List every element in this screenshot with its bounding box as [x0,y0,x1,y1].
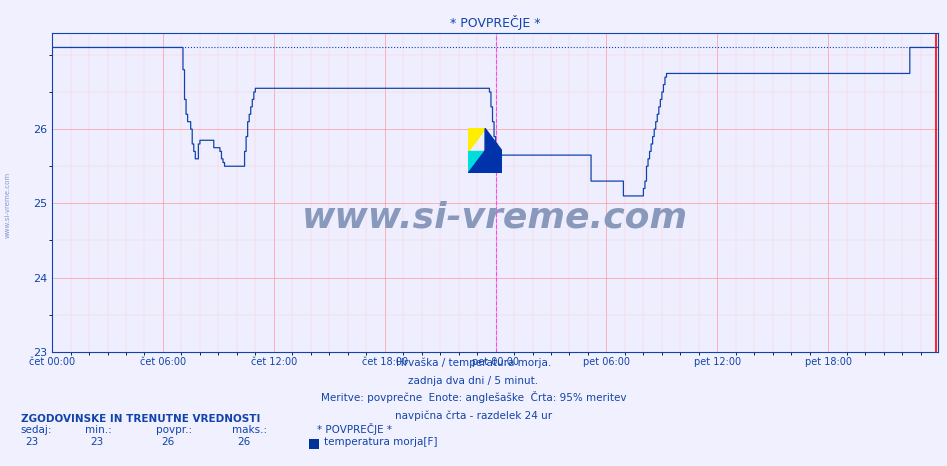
Polygon shape [468,151,485,173]
Text: 26: 26 [161,437,174,447]
Text: 23: 23 [26,437,39,447]
Text: min.:: min.: [85,425,112,435]
Text: www.si-vreme.com: www.si-vreme.com [5,172,10,238]
Text: * POVPREČJE *: * POVPREČJE * [317,424,392,435]
Text: 26: 26 [237,437,250,447]
Polygon shape [468,128,485,151]
Text: ZGODOVINSKE IN TRENUTNE VREDNOSTI: ZGODOVINSKE IN TRENUTNE VREDNOSTI [21,414,260,424]
Text: zadnja dva dni / 5 minut.: zadnja dva dni / 5 minut. [408,376,539,385]
Polygon shape [485,128,502,151]
Title: * POVPREČJE *: * POVPREČJE * [450,15,540,30]
Text: www.si-vreme.com: www.si-vreme.com [302,201,688,235]
Text: navpična črta - razdelek 24 ur: navpična črta - razdelek 24 ur [395,411,552,421]
Text: Meritve: povprečne  Enote: anglešaške  Črta: 95% meritev: Meritve: povprečne Enote: anglešaške Črt… [321,391,626,403]
Text: temperatura morja[F]: temperatura morja[F] [324,437,438,447]
Text: Hrvaška / temperatura morja.: Hrvaška / temperatura morja. [396,357,551,368]
Text: maks.:: maks.: [232,425,267,435]
Text: sedaj:: sedaj: [21,425,52,435]
Polygon shape [468,151,502,173]
Text: povpr.:: povpr.: [156,425,192,435]
Text: 23: 23 [90,437,103,447]
